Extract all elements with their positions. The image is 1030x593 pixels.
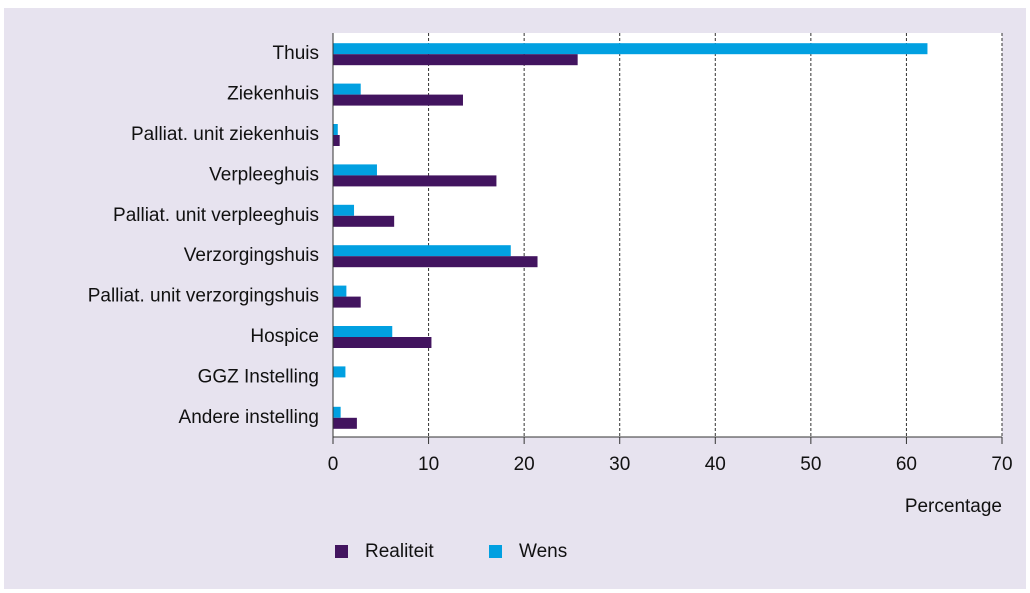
y-tick-label: Hospice [250, 326, 319, 347]
legend-swatch [489, 545, 502, 558]
y-tick-label: Ziekenhuis [227, 84, 319, 105]
bar [333, 337, 432, 348]
x-axis-label: Percentage [905, 496, 1002, 517]
bar [333, 417, 357, 429]
x-tick-label: 30 [609, 454, 630, 475]
y-tick-label: Palliat. unit verpleeghuis [113, 205, 319, 226]
bar [333, 406, 341, 418]
legend-label: Wens [519, 541, 567, 562]
bar [333, 245, 511, 257]
bar [333, 296, 361, 308]
y-tick-label: Palliat. unit verzorgingshuis [88, 286, 319, 307]
legend-label: Realiteit [365, 541, 434, 562]
x-tick-label: 40 [705, 454, 726, 475]
bar [333, 54, 578, 66]
y-tick-label: Andere instelling [179, 407, 319, 428]
bar [333, 175, 497, 187]
x-tick-label: 10 [418, 454, 439, 475]
plot-area [333, 33, 1002, 437]
bar [333, 215, 395, 227]
x-tick-label: 70 [991, 454, 1012, 475]
bar [333, 256, 538, 268]
y-tick-label: GGZ Instelling [198, 366, 319, 387]
bar [333, 204, 355, 216]
bar [333, 164, 377, 176]
bar [333, 285, 347, 297]
bar [333, 83, 361, 95]
y-tick-label: Verpleeghuis [209, 164, 319, 185]
bar [333, 43, 928, 55]
y-tick-label: Palliat. unit ziekenhuis [131, 124, 319, 145]
bar [333, 326, 393, 337]
x-tick-label: 0 [328, 454, 339, 475]
bar [333, 124, 338, 135]
y-tick-label: Verzorgingshuis [184, 245, 319, 266]
y-tick-label: Thuis [273, 43, 319, 64]
x-tick-label: 20 [514, 454, 535, 475]
x-tick-label: 50 [800, 454, 821, 475]
legend-swatch [335, 545, 348, 558]
x-tick-label: 60 [896, 454, 917, 475]
bar [333, 94, 463, 106]
bar [333, 135, 340, 146]
bar [333, 366, 346, 378]
